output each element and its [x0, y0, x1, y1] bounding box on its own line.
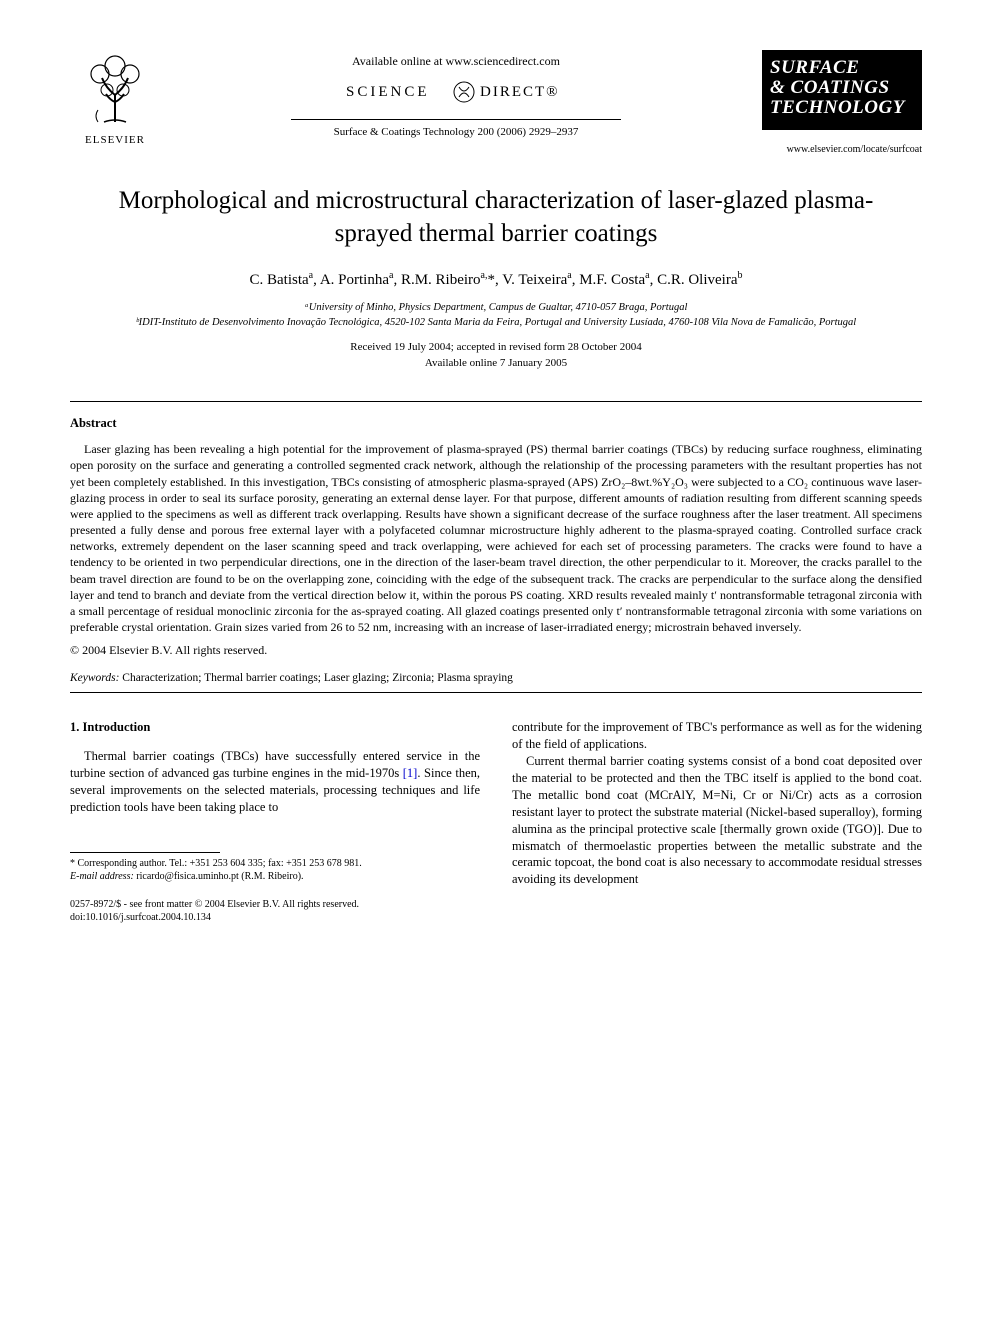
abstract-text: Laser glazing has been revealing a high … — [70, 441, 922, 635]
author: M.F. Costaa — [579, 272, 649, 288]
footer-issn-doi: 0257-8972/$ - see front matter © 2004 El… — [70, 898, 480, 925]
received-date: Received 19 July 2004; accepted in revis… — [70, 340, 922, 355]
available-online-text: Available online at www.sciencedirect.co… — [352, 54, 560, 69]
keywords-label: Keywords: — [70, 672, 119, 684]
intro-paragraph-1: Thermal barrier coatings (TBCs) have suc… — [70, 748, 480, 816]
email-value: ricardo@fisica.uminho.pt (R.M. Ribeiro). — [134, 871, 304, 882]
sciencedirect-logo-icon: SCIENCE DIRECT® — [346, 79, 566, 105]
divider-rule-2 — [70, 692, 922, 693]
left-column: 1. Introduction Thermal barrier coatings… — [70, 719, 480, 924]
journal-logo-block: SURFACE & COATINGS TECHNOLOGY www.elsevi… — [752, 50, 922, 155]
author: C.R. Oliveirab — [657, 272, 742, 288]
author: V. Teixeiraa — [502, 272, 572, 288]
online-date: Available online 7 January 2005 — [70, 356, 922, 371]
page-header: ELSEVIER Available online at www.science… — [70, 50, 922, 155]
header-center: Available online at www.sciencedirect.co… — [160, 50, 752, 138]
doi-value: doi:10.1016/j.surfcoat.2004.10.134 — [70, 911, 480, 925]
affiliation-b: ᵇIDIT-Instituto de Desenvolvimento Inova… — [70, 316, 922, 331]
divider-rule — [70, 401, 922, 402]
journal-ref-rule — [291, 119, 621, 120]
section-heading-intro: 1. Introduction — [70, 719, 480, 736]
intro-p1-continued: contribute for the improvement of TBC's … — [512, 719, 922, 753]
author: A. Portinhaa — [320, 272, 394, 288]
author: C. Batistaa — [250, 272, 314, 288]
elsevier-tree-icon — [80, 50, 150, 130]
copyright-line: © 2004 Elsevier B.V. All rights reserved… — [70, 643, 922, 658]
intro-paragraph-2: Current thermal barrier coating systems … — [512, 753, 922, 888]
journal-logo: SURFACE & COATINGS TECHNOLOGY — [762, 50, 922, 130]
body-columns: 1. Introduction Thermal barrier coatings… — [70, 719, 922, 924]
corr-author-line: * Corresponding author. Tel.: +351 253 6… — [70, 857, 480, 871]
article-dates: Received 19 July 2004; accepted in revis… — [70, 340, 922, 371]
journal-logo-line2: & COATINGS — [770, 78, 916, 98]
footnote-rule — [70, 852, 220, 853]
author-list: C. Batistaa, A. Portinhaa, R.M. Ribeiroa… — [70, 270, 922, 289]
publisher-block: ELSEVIER — [70, 50, 160, 146]
citation-link-1[interactable]: [1] — [403, 766, 418, 780]
corr-email-line: E-mail address: ricardo@fisica.uminho.pt… — [70, 870, 480, 884]
abstract-body: Laser glazing has been revealing a high … — [70, 441, 922, 635]
author: R.M. Ribeiroa,* — [401, 272, 495, 288]
publisher-name: ELSEVIER — [85, 134, 145, 146]
svg-text:DIRECT®: DIRECT® — [480, 84, 560, 100]
keywords-line: Keywords: Characterization; Thermal barr… — [70, 672, 922, 684]
affiliation-a: ᵃUniversity of Minho, Physics Department… — [70, 301, 922, 316]
journal-reference: Surface & Coatings Technology 200 (2006)… — [334, 126, 579, 138]
journal-logo-line1: SURFACE — [770, 58, 916, 78]
article-title: Morphological and microstructural charac… — [90, 185, 902, 250]
keywords-text: Characterization; Thermal barrier coatin… — [119, 672, 513, 684]
abstract-heading: Abstract — [70, 416, 922, 431]
affiliations: ᵃUniversity of Minho, Physics Department… — [70, 301, 922, 330]
right-column: contribute for the improvement of TBC's … — [512, 719, 922, 924]
email-label: E-mail address: — [70, 871, 134, 882]
svg-text:SCIENCE: SCIENCE — [346, 84, 430, 100]
issn-line: 0257-8972/$ - see front matter © 2004 El… — [70, 898, 480, 912]
journal-url: www.elsevier.com/locate/surfcoat — [787, 144, 922, 155]
corresponding-author-footnote: * Corresponding author. Tel.: +351 253 6… — [70, 857, 480, 884]
journal-logo-line3: TECHNOLOGY — [770, 98, 916, 118]
